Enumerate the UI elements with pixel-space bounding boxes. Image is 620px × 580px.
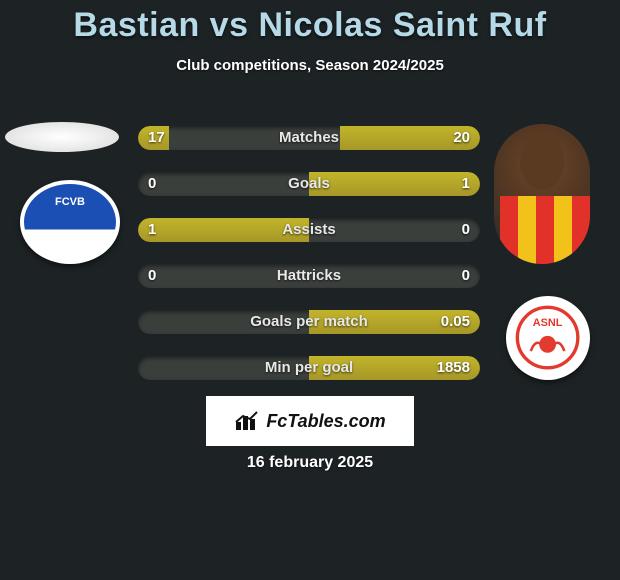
club-left-label: FCVB — [55, 196, 85, 208]
player-left-avatar — [5, 122, 119, 152]
player-left-club-badge: FCVB — [20, 180, 120, 264]
club-right-icon: ASNL — [514, 304, 581, 371]
subtitle: Club competitions, Season 2024/2025 — [0, 57, 620, 74]
player-right-jersey-icon — [494, 124, 590, 264]
branding-box: FcTables.com — [206, 396, 414, 446]
stat-row-min-per-goal: 1858Min per goal — [138, 356, 480, 380]
branding-label: FcTables.com — [266, 411, 385, 432]
svg-text:ASNL: ASNL — [533, 317, 563, 329]
stat-row-assists: 10Assists — [138, 218, 480, 242]
stat-label: Min per goal — [138, 356, 480, 380]
stat-label: Assists — [138, 218, 480, 242]
player-right-club-badge: ASNL — [506, 296, 590, 380]
stat-row-hattricks: 00Hattricks — [138, 264, 480, 288]
stat-label: Goals — [138, 172, 480, 196]
stat-row-goals: 01Goals — [138, 172, 480, 196]
stat-label: Hattricks — [138, 264, 480, 288]
date-label: 16 february 2025 — [0, 454, 620, 472]
stat-label: Matches — [138, 126, 480, 150]
stats-bars: 1720Matches 01Goals 10Assists 00Hattricks 0.… — [138, 126, 480, 402]
player-right-avatar — [494, 124, 590, 264]
stat-label: Goals per match — [138, 310, 480, 334]
stat-row-matches: 1720Matches — [138, 126, 480, 150]
stat-row-goals-per-match: 0.05Goals per match — [138, 310, 480, 334]
page-title: Bastian vs Nicolas Saint Ruf — [0, 0, 620, 45]
branding-chart-icon — [234, 410, 262, 432]
